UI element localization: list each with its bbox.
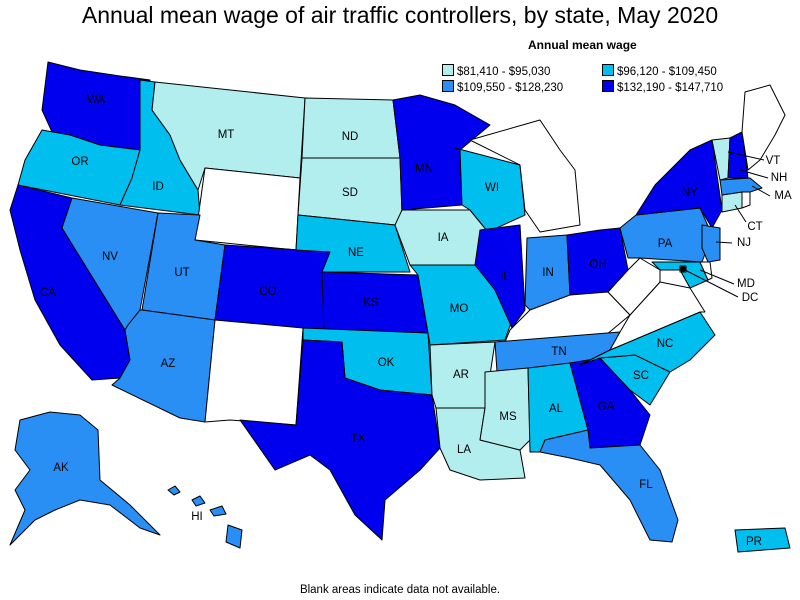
legend-item-4: $132,190 - $147,710	[602, 80, 723, 94]
label-FL: FL	[639, 479, 653, 491]
label-PA: PA	[658, 238, 673, 250]
label-IN: IN	[542, 267, 554, 279]
label-SC: SC	[633, 370, 649, 382]
label-TX: TX	[351, 433, 366, 445]
state-RI[interactable]	[741, 191, 751, 209]
state-NY[interactable]	[635, 139, 723, 229]
legend-item-1: $81,410 - $95,030	[442, 64, 550, 78]
state-AK[interactable]	[9, 411, 161, 546]
state-TX[interactable]	[239, 339, 441, 541]
state-FL[interactable]	[539, 429, 679, 543]
label-NE: NE	[348, 247, 364, 259]
label-VT: VT	[766, 155, 781, 167]
label-WI: WI	[485, 182, 499, 194]
label-TN: TN	[551, 346, 566, 358]
map-title: Annual mean wage of air traffic controll…	[81, 2, 719, 28]
state-MI[interactable]	[469, 119, 581, 233]
state-MS[interactable]	[479, 367, 531, 451]
label-OK: OK	[378, 357, 395, 369]
label-MS: MS	[499, 411, 517, 423]
legend-label-3: $109,550 - $128,230	[457, 82, 564, 94]
label-AK: AK	[53, 462, 69, 474]
dc-marker	[680, 266, 686, 272]
legend-swatch-2	[602, 64, 614, 76]
legend-title: Annual mean wage	[528, 38, 637, 52]
state-NJ[interactable]	[701, 224, 721, 263]
state-DE[interactable]	[699, 261, 713, 281]
label-OR: OR	[71, 156, 88, 168]
label-DC: DC	[742, 292, 759, 304]
legend-label-1: $81,410 - $95,030	[457, 66, 551, 78]
label-CT: CT	[747, 221, 762, 233]
label-AR: AR	[453, 369, 469, 381]
label-SD: SD	[342, 187, 358, 199]
label-MT: MT	[218, 129, 235, 141]
label-KS: KS	[363, 297, 379, 309]
label-GA: GA	[598, 401, 615, 413]
label-IL: IL	[500, 271, 510, 283]
label-UT: UT	[174, 267, 189, 279]
legend: Annual mean wage $81,410 - $95,030 $96,1…	[440, 38, 760, 96]
label-AZ: AZ	[161, 358, 176, 370]
label-HI: HI	[191, 511, 203, 523]
label-WA: WA	[87, 94, 105, 106]
label-MD: MD	[737, 278, 755, 290]
label-PR: PR	[746, 536, 762, 548]
label-LA: LA	[457, 444, 471, 456]
legend-swatch-4	[602, 80, 614, 92]
state-WY[interactable]	[194, 167, 301, 251]
state-ME[interactable]	[741, 84, 786, 171]
state-NM[interactable]	[204, 319, 304, 426]
legend-label-2: $96,120 - $109,450	[617, 66, 717, 78]
label-ID: ID	[152, 181, 164, 193]
label-OH: OH	[589, 259, 606, 271]
label-MA: MA	[774, 190, 792, 202]
label-NJ: NJ	[737, 237, 751, 249]
state-MA[interactable]	[719, 177, 763, 196]
legend-label-4: $132,190 - $147,710	[617, 82, 724, 94]
state-labels: WA OR CA ID NV MT UT AZ CO ND SD NE KS O…	[40, 94, 792, 548]
label-CO: CO	[259, 286, 276, 298]
label-AL: AL	[549, 403, 564, 415]
footnote: Blank areas indicate data not available.	[299, 584, 501, 596]
label-NH: NH	[771, 172, 788, 184]
legend-item-2: $96,120 - $109,450	[602, 64, 717, 78]
label-ND: ND	[342, 131, 359, 143]
label-CA: CA	[40, 287, 56, 299]
state-HI[interactable]	[167, 485, 243, 549]
legend-swatch-1	[442, 64, 454, 76]
label-NV: NV	[102, 251, 118, 263]
label-MN: MN	[415, 163, 433, 175]
state-NH[interactable]	[727, 131, 749, 179]
legend-item-3: $109,550 - $128,230	[442, 80, 563, 94]
state-PA[interactable]	[619, 207, 713, 263]
label-IA: IA	[438, 232, 449, 244]
label-NC: NC	[657, 338, 674, 350]
label-MO: MO	[450, 303, 469, 315]
state-PR[interactable]	[734, 527, 791, 553]
label-NY: NY	[682, 187, 698, 199]
legend-swatch-3	[442, 80, 454, 92]
leader-lines	[682, 151, 771, 298]
state-ND[interactable]	[301, 97, 401, 159]
